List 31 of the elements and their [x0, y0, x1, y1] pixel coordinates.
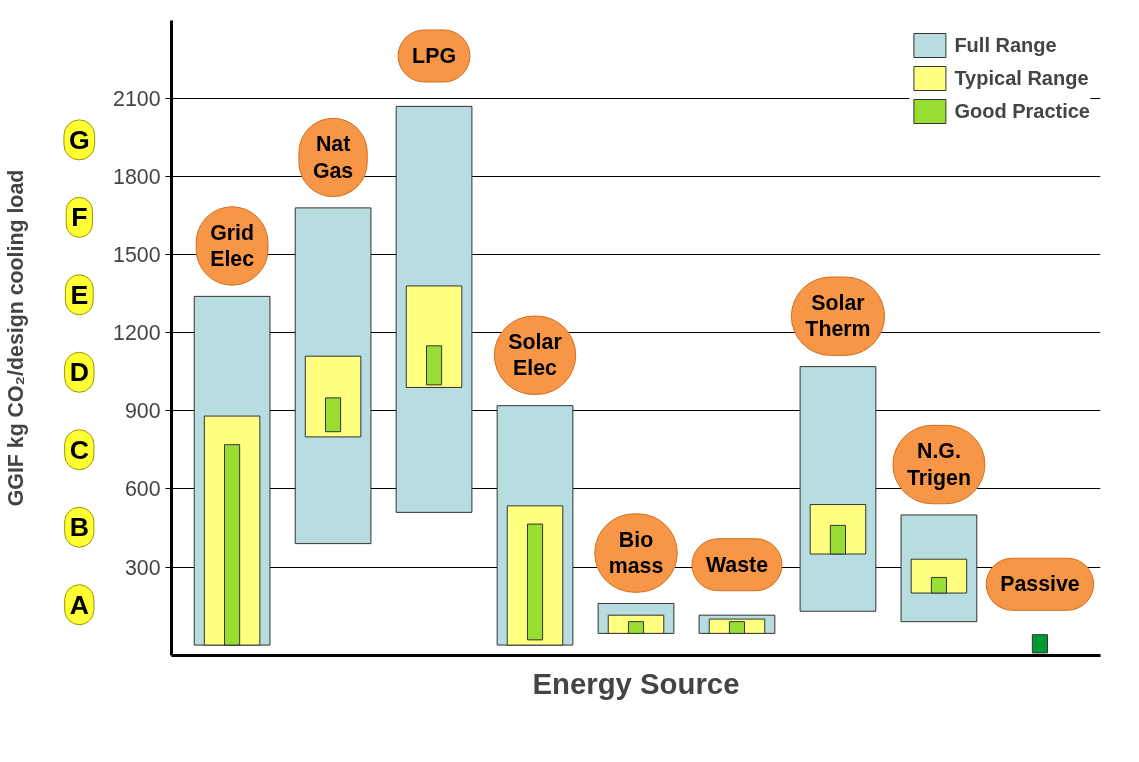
x-tick-label: Waste: [705, 552, 769, 577]
x-tick-label: LPG: [412, 43, 456, 68]
y-axis-title: GGIF kg CO₂/design cooling load: [3, 169, 28, 507]
text: A: [69, 589, 89, 620]
y-tick-label: 1200: [113, 321, 161, 346]
x-tick-label: Nat Gas: [312, 132, 354, 183]
x-tick-label: Solar Therm: [805, 291, 871, 342]
y-tick-label: 1500: [113, 243, 161, 268]
legend-label: Full Range: [954, 33, 1057, 57]
y-tick-label: 600: [124, 477, 161, 502]
x-axis-title: Energy Source: [532, 666, 740, 700]
legend-label: Good Practice: [954, 99, 1090, 123]
y-tick-label: 2100: [113, 87, 161, 112]
x-tick-label: Grid Elec: [210, 220, 255, 272]
y-tick-label: 1800: [113, 165, 161, 190]
text: B: [69, 512, 89, 543]
text: C: [69, 434, 89, 465]
text: D: [69, 357, 89, 388]
bar: [526, 523, 544, 641]
y-tick-label: 300: [124, 555, 161, 580]
bar: [1031, 634, 1048, 654]
bar: [324, 397, 342, 433]
y-tick-label: 900: [124, 399, 161, 424]
x-tick-label: N.G. Trigen: [906, 439, 971, 490]
x-tick-label: Bio mass: [608, 527, 664, 579]
text: E: [70, 279, 89, 310]
x-tick-label: Passive: [1000, 572, 1080, 597]
x-tick-label: Solar Elec: [508, 330, 562, 381]
legend-label: Typical Range: [954, 66, 1089, 90]
text: G: [68, 124, 90, 155]
text: F: [71, 202, 88, 233]
